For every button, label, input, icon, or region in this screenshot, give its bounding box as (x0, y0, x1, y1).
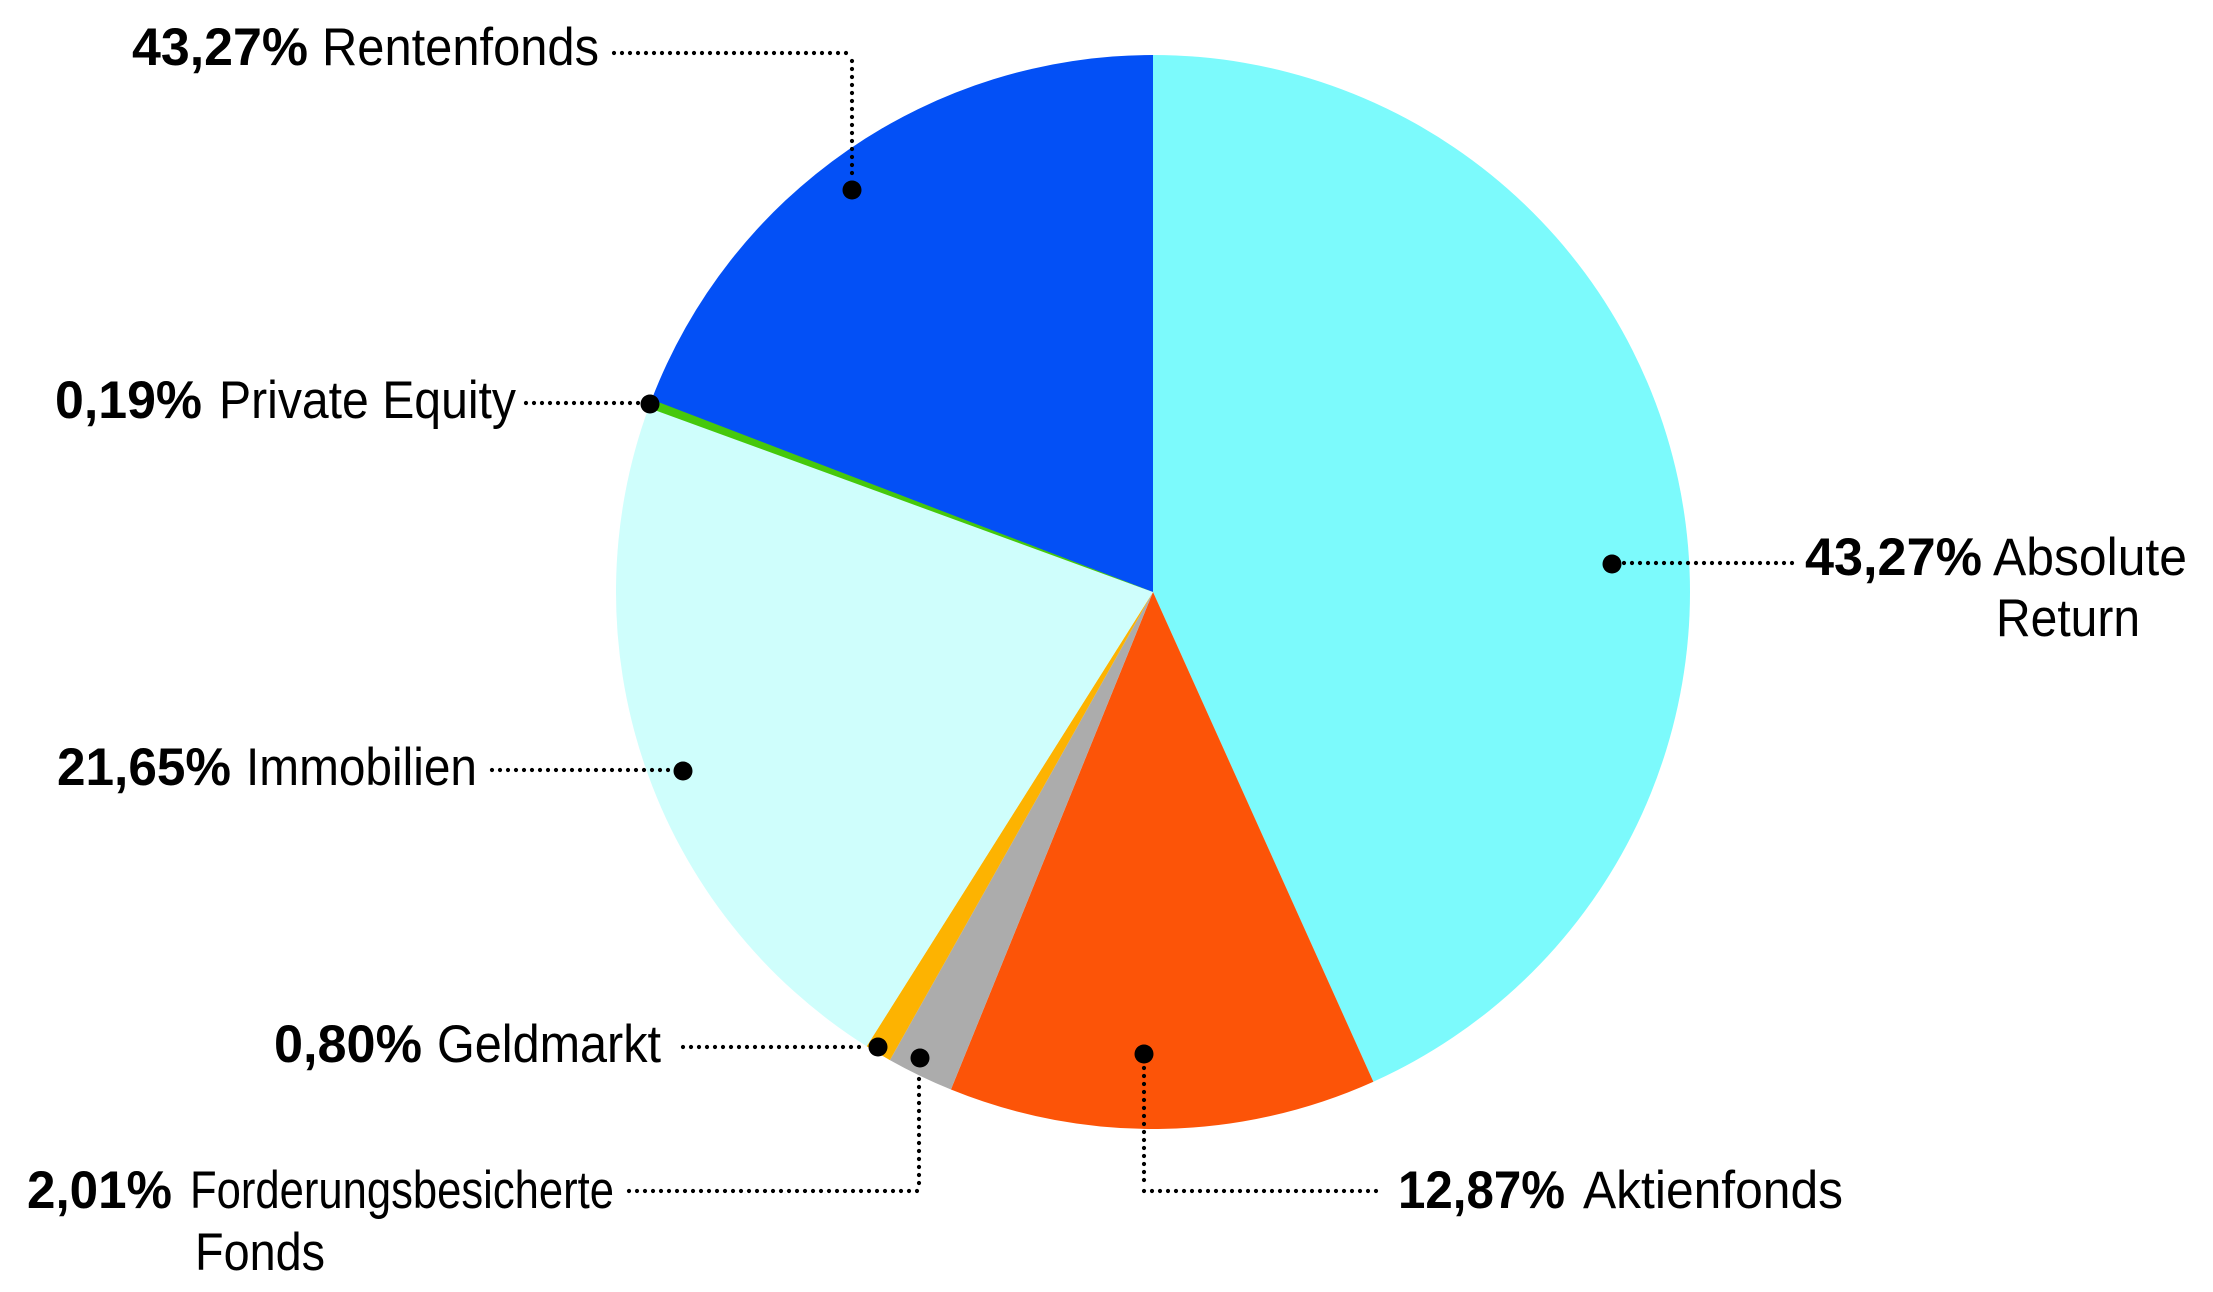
svg-text:0,19%: 0,19% (55, 371, 202, 430)
svg-text:Forderungsbesicherte: Forderungsbesicherte (190, 1161, 614, 1220)
svg-text:43,27%: 43,27% (132, 18, 308, 77)
svg-text:Absolute: Absolute (1993, 528, 2187, 587)
svg-text:0,80%: 0,80% (274, 1015, 422, 1074)
svg-text:Fonds: Fonds (195, 1223, 325, 1282)
svg-text:12,87%: 12,87% (1398, 1161, 1565, 1220)
svg-text:Immobilien: Immobilien (246, 738, 477, 797)
svg-text:Return: Return (1996, 589, 2140, 648)
svg-text:43,27%: 43,27% (1805, 528, 1982, 587)
svg-text:Aktienfonds: Aktienfonds (1583, 1161, 1843, 1220)
svg-text:Private Equity: Private Equity (219, 371, 516, 430)
svg-text:Rentenfonds: Rentenfonds (322, 18, 599, 77)
svg-text:Geldmarkt: Geldmarkt (437, 1015, 661, 1074)
svg-text:21,65%: 21,65% (57, 738, 231, 797)
svg-text:2,01%: 2,01% (27, 1161, 172, 1220)
